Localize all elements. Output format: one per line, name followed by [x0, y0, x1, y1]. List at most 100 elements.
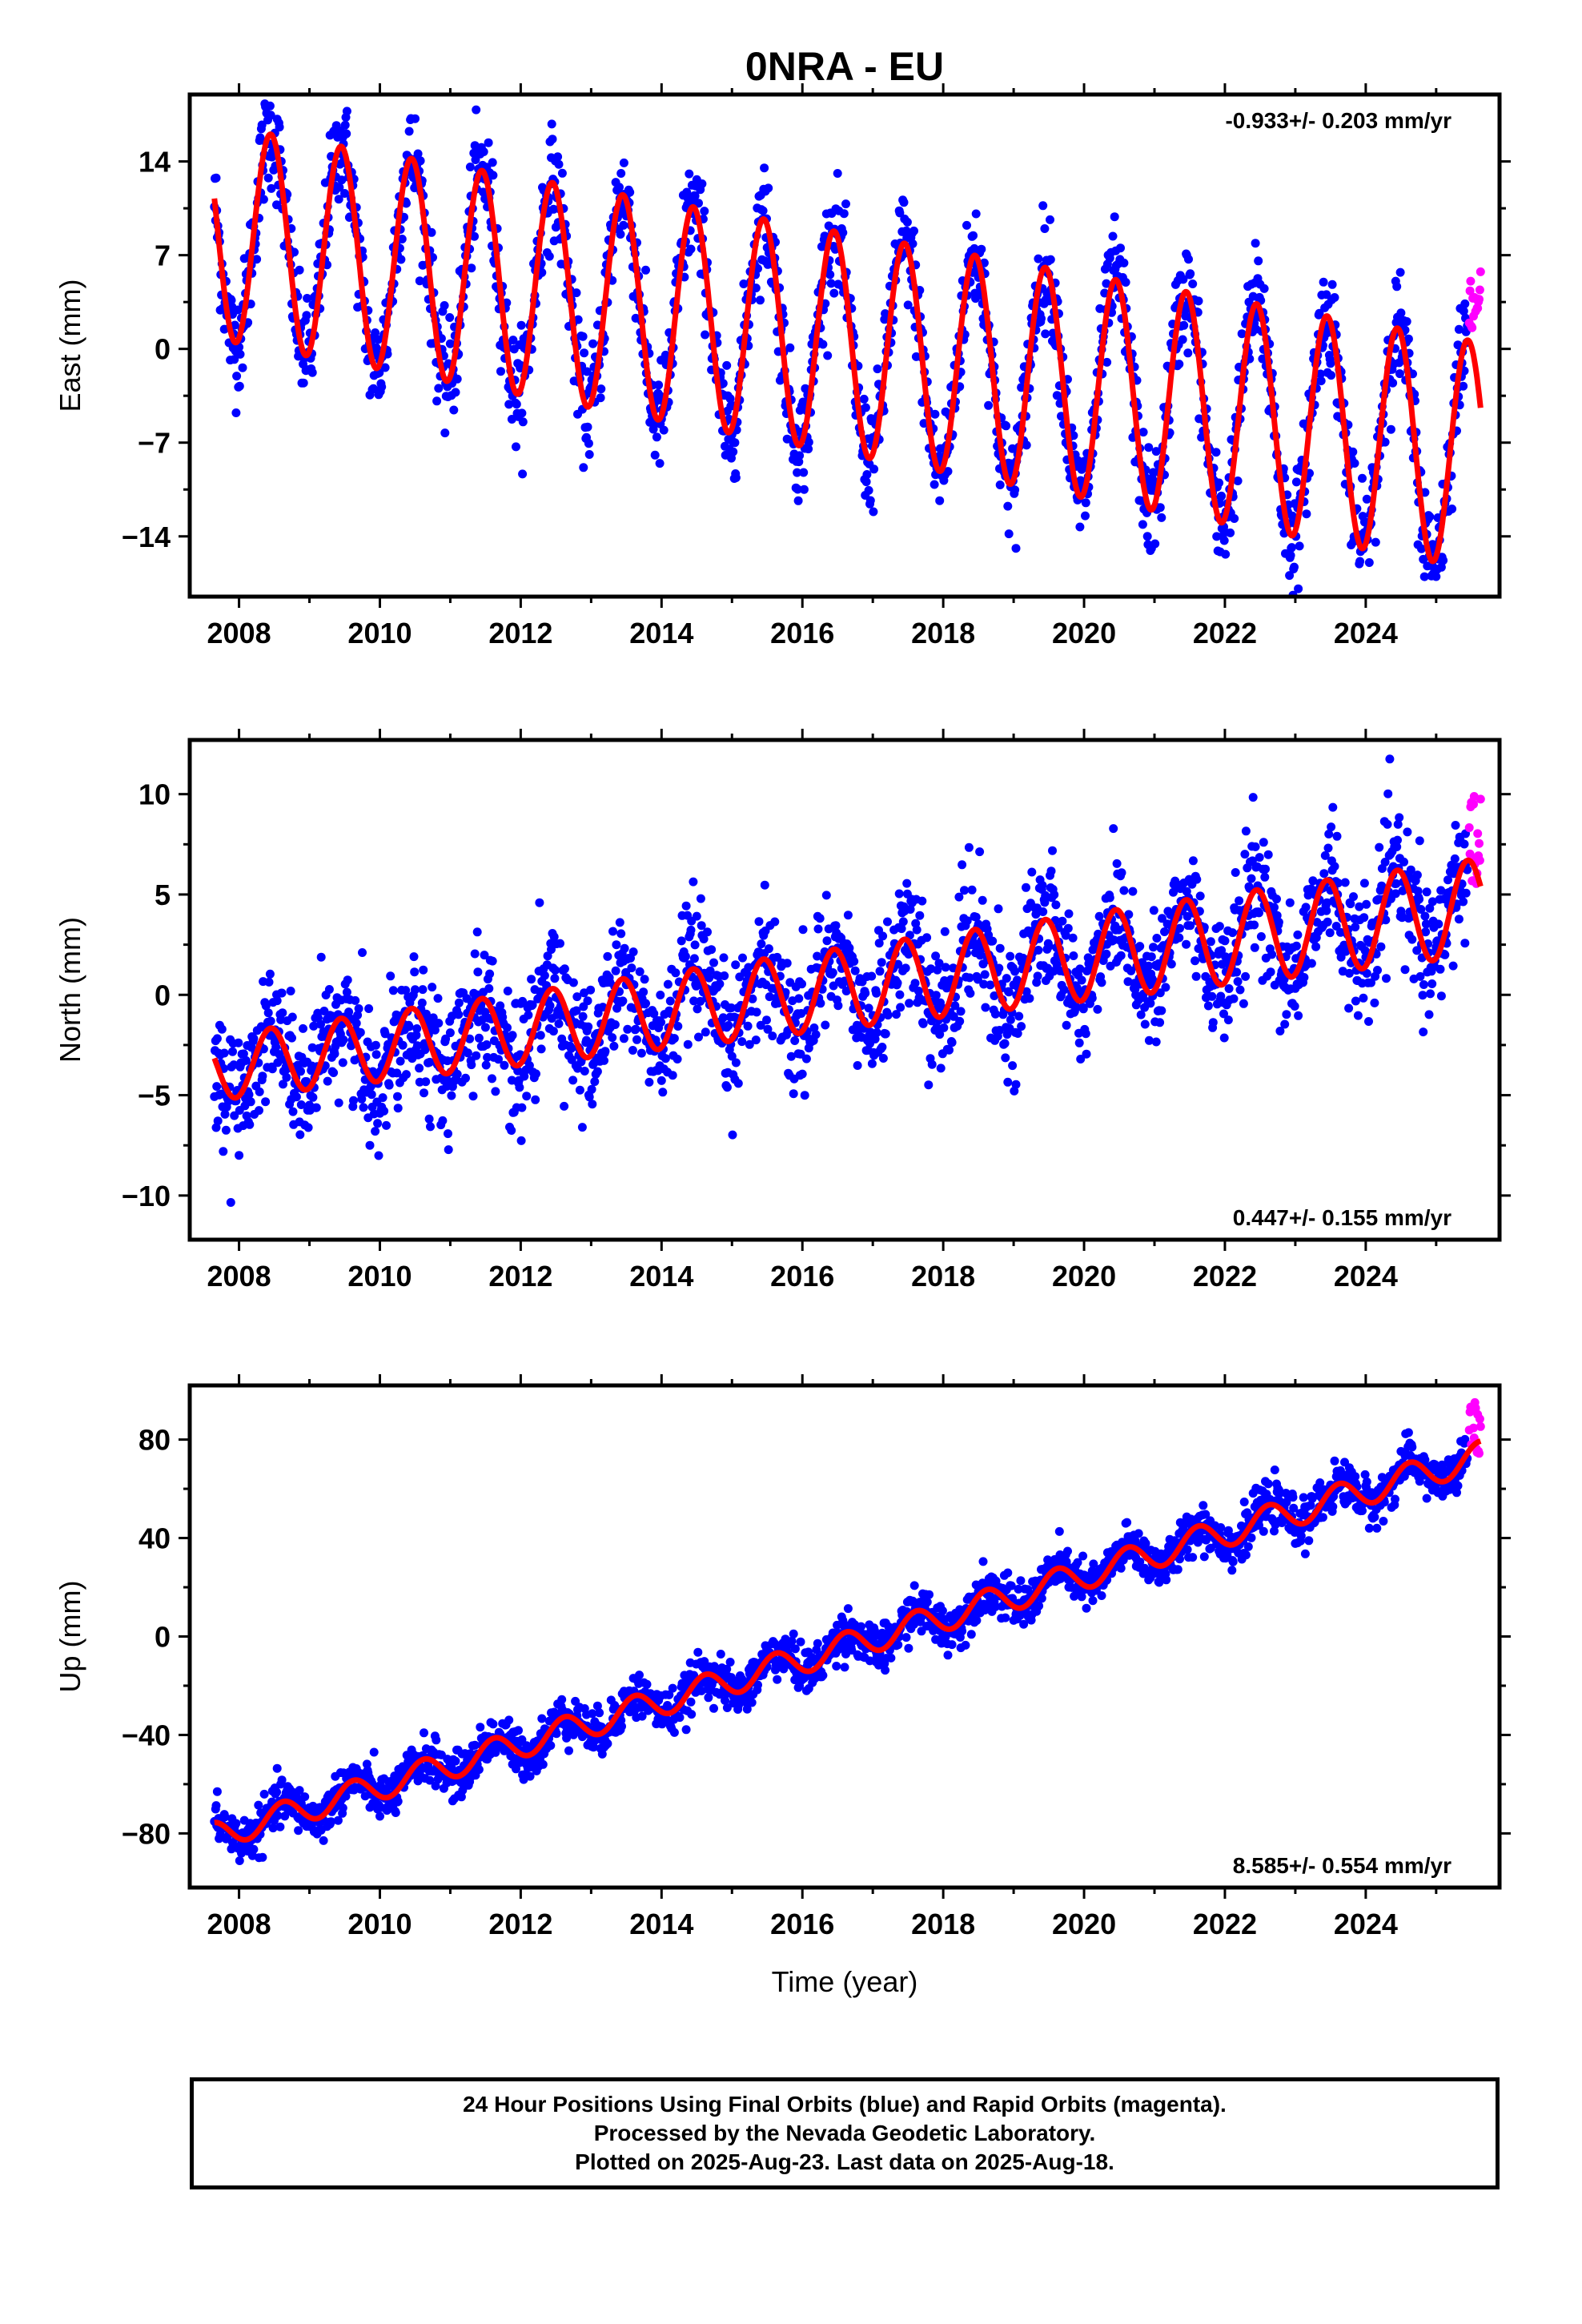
final-orbit-point [798, 397, 808, 407]
final-orbit-point [536, 1044, 546, 1054]
final-orbit-point [338, 1058, 347, 1068]
final-orbit-point [415, 1063, 424, 1073]
final-orbit-point [340, 120, 350, 130]
final-orbit-point [516, 1136, 526, 1145]
final-orbit-point [445, 313, 455, 322]
final-orbit-point [536, 1031, 545, 1040]
final-orbit-point [1191, 956, 1200, 966]
final-orbit-point [463, 1048, 472, 1058]
final-orbit-point [1046, 215, 1054, 224]
final-orbit-point [1302, 509, 1311, 519]
y-tick-label: 7 [155, 239, 171, 272]
final-orbit-point [878, 931, 888, 941]
final-orbit-point [380, 363, 390, 372]
final-orbit-point [903, 300, 913, 310]
final-orbit-point [572, 1006, 581, 1015]
final-orbit-point [575, 1085, 584, 1095]
final-orbit-point [212, 1034, 222, 1043]
final-orbit-point [1323, 843, 1333, 853]
final-orbit-point [1326, 359, 1335, 368]
final-orbit-point [785, 343, 795, 352]
final-orbit-point [239, 1049, 248, 1059]
final-orbit-point [1280, 1019, 1290, 1029]
final-orbit-point [1380, 437, 1390, 447]
final-orbit-point [703, 927, 712, 937]
final-orbit-point [337, 175, 347, 185]
final-orbit-point [922, 933, 932, 943]
final-orbit-point [330, 1049, 339, 1059]
final-orbit-point [263, 173, 273, 183]
final-orbit-point [673, 1055, 682, 1063]
final-orbit-point [335, 183, 344, 192]
final-orbit-point [738, 953, 747, 963]
final-orbit-point [877, 958, 886, 967]
final-orbit-point [1038, 201, 1048, 211]
final-orbit-point [1081, 511, 1090, 521]
final-orbit-point [1008, 1061, 1018, 1071]
final-orbit-point [592, 1067, 602, 1076]
final-orbit-point [751, 1035, 761, 1045]
final-orbit-point [1230, 514, 1239, 523]
final-orbit-point [707, 945, 717, 955]
final-orbit-point [902, 217, 912, 227]
final-orbit-point [671, 968, 681, 978]
final-orbit-point [849, 957, 859, 966]
final-orbit-point [658, 1088, 668, 1097]
final-orbit-point [1136, 496, 1146, 505]
final-orbit-point [1051, 900, 1061, 910]
final-orbit-point [512, 442, 520, 452]
final-orbit-point [412, 1024, 422, 1033]
final-orbit-point [379, 1106, 389, 1116]
final-orbit-point [881, 1029, 890, 1039]
final-orbit-point [619, 220, 628, 230]
final-orbit-point [895, 208, 905, 218]
final-orbit-point [267, 183, 276, 193]
final-orbit-point [967, 885, 977, 895]
rapid-orbit-points [1464, 267, 1485, 332]
final-orbit-point [964, 842, 974, 852]
final-orbit-point [799, 468, 809, 477]
final-orbit-point [426, 1122, 435, 1132]
final-orbit-point [583, 422, 592, 432]
final-orbit-point [483, 1052, 492, 1062]
final-orbit-point [470, 231, 479, 241]
final-orbit-point [917, 896, 927, 906]
final-orbit-point [1119, 886, 1129, 895]
final-orbit-point [804, 437, 813, 447]
final-orbit-point [470, 949, 480, 959]
y-tick-label: 0 [155, 979, 171, 1011]
final-orbit-point [1151, 447, 1161, 456]
final-orbit-point [908, 239, 917, 248]
final-orbit-point [309, 1021, 319, 1031]
final-orbit-point [1215, 922, 1224, 931]
final-orbit-point [823, 351, 833, 360]
final-orbit-point [1355, 557, 1365, 566]
final-orbit-point [1255, 908, 1263, 918]
final-orbit-point [1178, 275, 1188, 284]
final-orbit-point [1272, 895, 1281, 904]
x-tick-label: 2014 [629, 617, 693, 649]
final-orbit-point [246, 1097, 255, 1107]
final-orbit-point [931, 991, 941, 1000]
final-orbit-point [1002, 974, 1011, 983]
final-orbit-point [1188, 856, 1198, 866]
final-orbit-point [1251, 842, 1260, 851]
final-orbit-point [432, 396, 442, 406]
final-orbit-point [1081, 1029, 1090, 1039]
y-tick-label: 5 [155, 879, 171, 911]
final-orbit-point [737, 1037, 747, 1047]
final-orbit-point [514, 1726, 523, 1735]
final-orbit-point [299, 1023, 307, 1033]
rapid-orbit-point [1464, 823, 1474, 832]
final-orbit-point [1294, 1011, 1303, 1020]
final-orbit-point [257, 120, 267, 130]
final-orbit-point [1011, 544, 1021, 553]
final-orbit-point [1364, 558, 1374, 567]
final-orbit-point [625, 187, 635, 197]
final-orbit-point [580, 1067, 589, 1076]
final-orbit-point [291, 1092, 301, 1102]
final-orbit-point [449, 405, 459, 415]
final-orbit-point [451, 1756, 460, 1766]
final-orbit-point [764, 183, 773, 193]
final-orbit-point [1429, 617, 1438, 625]
